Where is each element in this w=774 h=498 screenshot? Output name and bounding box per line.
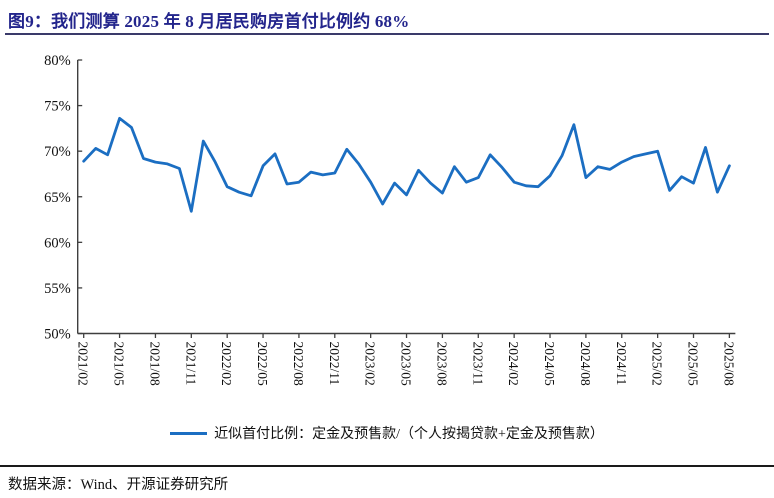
x-axis-tick-label: 2022/05	[255, 342, 270, 387]
x-axis-tick-label: 2024/08	[578, 342, 593, 387]
x-axis-tick-label: 2023/11	[470, 342, 485, 386]
x-axis-tick-label: 2025/08	[721, 342, 736, 387]
x-axis-tick-label: 2021/11	[183, 342, 198, 386]
x-axis-tick-label: 2023/05	[399, 342, 414, 387]
x-axis-tick-label: 2022/11	[327, 342, 342, 386]
x-axis-tick-label: 2025/02	[650, 342, 665, 386]
figure-title: 图9：我们测算 2025 年 8 月居民购房首付比例约 68%	[8, 12, 410, 31]
y-axis-tick-label: 70%	[44, 144, 71, 160]
x-axis-tick-label: 2021/08	[147, 342, 162, 387]
x-axis-tick-label: 2022/02	[219, 342, 234, 386]
downpayment-ratio-line	[82, 116, 731, 213]
x-axis-tick-label: 2021/02	[76, 342, 91, 386]
x-axis-tick-label: 2024/02	[506, 342, 521, 386]
x-axis-tick-label: 2024/05	[542, 342, 557, 387]
y-axis-tick-label: 80%	[44, 53, 71, 69]
line-chart: 80% 75% 70% 65% 60% 55% 50% 2021/02 2021/05 2021/…	[44, 53, 736, 387]
y-axis-tick-label: 55%	[44, 281, 71, 297]
x-axis-tick-label: 2023/08	[434, 342, 449, 387]
legend-line-swatch	[170, 431, 208, 435]
legend-label: 近似首付比例：定金及预售款/（个人按揭贷款+定金及预售款）	[214, 427, 604, 442]
x-axis-tick-label: 2021/05	[112, 342, 127, 387]
y-axis-tick-label: 50%	[44, 327, 71, 343]
x-axis-tick-label: 2025/05	[686, 342, 701, 387]
chart-legend: 近似首付比例：定金及预售款/（个人按揭贷款+定金及预售款）	[0, 423, 774, 443]
y-axis-tick-label: 75%	[44, 99, 71, 115]
footer-rule	[0, 465, 774, 467]
chart-canvas: 80% 75% 70% 65% 60% 55% 50% 2021/02 2021/05 2021/…	[44, 53, 736, 387]
y-axis-tick-label: 65%	[44, 190, 71, 206]
x-axis-tick-label: 2024/11	[614, 342, 629, 386]
x-axis-tick-label: 2023/02	[363, 342, 378, 386]
title-rule	[5, 33, 769, 35]
x-axis-tick-label: 2022/08	[291, 342, 306, 387]
y-axis-tick-label: 60%	[44, 235, 71, 251]
data-source-note: 数据来源：Wind、开源证券研究所	[8, 477, 229, 493]
